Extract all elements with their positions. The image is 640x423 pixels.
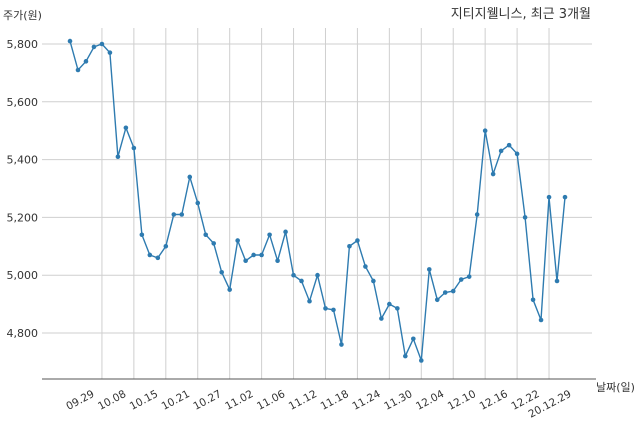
data-point [418,358,424,363]
data-point [203,232,209,238]
data-point [67,38,73,44]
data-point [219,270,224,275]
x-tick-label: 11.18 [319,388,351,413]
data-point [498,148,504,154]
y-tick-label: 5,800 [7,38,39,51]
data-point [450,288,456,294]
data-point [522,215,528,220]
y-tick-label: 5,400 [7,154,39,167]
data-point [355,238,360,243]
y-tick-label: 4,800 [7,327,39,340]
data-point [211,241,217,246]
x-tick-label: 10.21 [160,388,192,413]
x-tick-label: 12.10 [446,388,478,413]
series-layer [67,38,568,363]
x-tick-label: 10.15 [128,388,160,413]
data-point [554,278,560,284]
x-tick-label: 11.02 [223,388,255,413]
x-tick-label: 11.24 [350,388,382,413]
data-point [155,255,161,261]
data-point [99,41,105,47]
data-point [123,125,129,131]
data-point [395,306,400,311]
x-tick-label: 11.30 [382,388,414,413]
data-point [426,267,432,272]
y-axis-label: 주가(원) [3,9,42,22]
data-point [115,154,121,160]
data-point [235,238,240,243]
y-tick-labels: 4,800 5,000 5,200 5,400 5,600 5,800 [7,38,39,340]
y-tick-label: 5,200 [7,211,39,224]
data-point [307,298,312,304]
data-point [458,277,464,282]
data-point [107,50,113,55]
data-point [339,342,344,347]
data-point [538,317,544,323]
x-tick-label: 10.08 [96,388,128,413]
y-tick-label: 5,000 [7,269,39,282]
grid-layer [42,28,592,379]
data-point [387,301,392,307]
data-point [83,59,89,64]
data-point [195,200,201,206]
x-tick-label: 11.06 [255,388,287,413]
data-point [251,252,256,258]
data-point [227,287,232,292]
data-point [75,67,81,73]
data-point [474,212,480,217]
data-point [91,44,97,50]
x-tick-label: 12.04 [414,388,446,413]
data-point [163,244,169,249]
data-point [267,232,272,238]
data-point [403,353,408,359]
y-tick-label: 5,600 [7,96,39,109]
data-point [179,212,185,217]
data-point [275,258,280,264]
data-point [371,278,376,284]
x-tick-labels: 09.29 10.08 10.15 10.21 10.27 11.02 11.06 11.12… [64,388,573,421]
x-tick-label: 10.27 [191,388,223,413]
series-line [69,40,566,361]
data-point [283,229,288,235]
data-point [315,272,320,278]
chart-title: 지티지웰니스, 최근 3개월 [451,7,591,22]
data-point [347,244,352,249]
data-point [434,297,440,303]
data-point [466,274,472,279]
data-point [147,252,153,258]
data-point [131,145,137,151]
data-point [442,290,448,295]
data-point [379,316,384,321]
data-point [363,264,368,269]
data-point [331,307,336,313]
data-point [323,306,328,311]
data-point [530,297,536,303]
data-point [171,212,177,217]
data-point [187,174,193,180]
data-point [411,336,416,342]
data-point [562,194,568,200]
data-point [506,142,512,148]
data-point [291,272,296,278]
data-point [482,128,488,133]
x-tick-label: 09.29 [64,388,96,413]
data-point [259,252,264,258]
data-point [546,194,552,200]
data-point [299,278,304,284]
data-point [490,171,496,177]
data-point [514,151,520,157]
data-point [243,258,248,264]
x-axis-label: 날짜(일) [596,380,635,394]
x-tick-label: 12.16 [478,388,510,413]
x-tick-label: 11.12 [287,388,319,413]
data-point [139,232,145,238]
